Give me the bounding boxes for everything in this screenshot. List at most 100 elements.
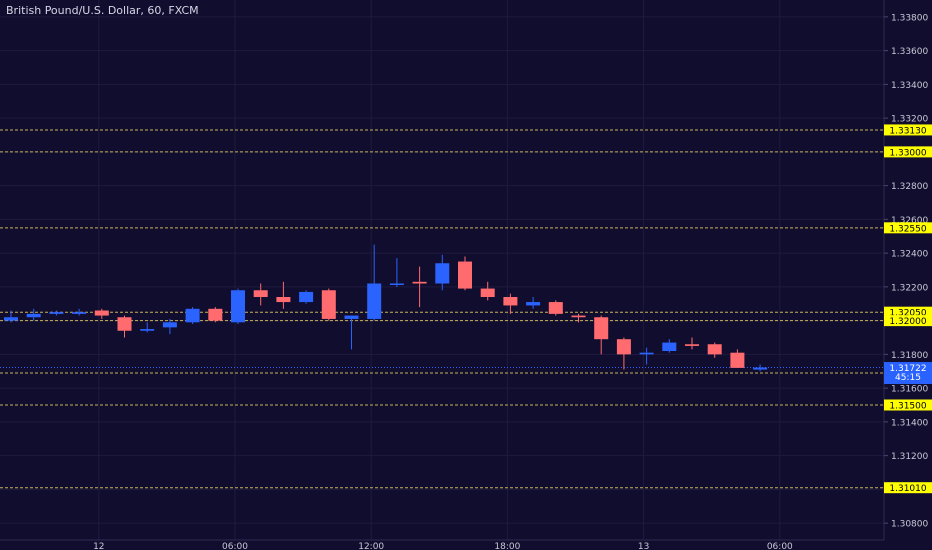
x-tick-label: 18:00 <box>494 542 520 550</box>
candle-body <box>548 302 563 314</box>
x-tick-label: 06:00 <box>767 542 793 550</box>
candle-body <box>231 290 245 323</box>
candle <box>253 283 268 306</box>
candle <box>616 337 631 370</box>
candle <box>276 281 291 309</box>
time-axis[interactable]: 12 06:00 12:00 18:00 13 06:00 <box>93 542 793 550</box>
candle-body <box>616 339 631 355</box>
current-price-label: 1.31722 <box>889 364 926 374</box>
horizontal-levels <box>0 129 884 489</box>
candle-body <box>276 297 291 303</box>
level-label: 1.32050 <box>889 309 926 319</box>
bar-countdown: 45:15 <box>884 373 932 385</box>
x-tick-label: 13 <box>638 542 649 550</box>
candle-body <box>94 310 109 316</box>
y-tick-label: 1.32200 <box>891 283 928 293</box>
candle-body <box>503 297 518 306</box>
candle-body <box>72 312 87 314</box>
candle-body <box>571 315 586 318</box>
level-label-bg <box>884 315 932 327</box>
level-label: 1.31010 <box>889 484 926 494</box>
candle <box>412 266 427 308</box>
candle-body <box>208 308 223 321</box>
level-label-bg <box>884 146 932 158</box>
x-tick-label: 06:00 <box>222 542 248 550</box>
candle-body <box>526 302 541 306</box>
candles <box>4 244 768 372</box>
candle-body <box>49 312 64 314</box>
candle-body <box>639 352 654 355</box>
candle <box>548 300 563 316</box>
candle <box>730 349 745 368</box>
candle <box>571 313 586 323</box>
candle-body <box>412 281 427 284</box>
y-tick-label: 1.33800 <box>891 13 928 23</box>
level-label: 1.31500 <box>889 402 926 412</box>
candle <box>526 297 541 309</box>
candle-body <box>594 317 609 340</box>
candle <box>707 342 722 358</box>
y-tick-label: 1.33200 <box>891 115 928 125</box>
y-tick-label: 1.31600 <box>891 385 928 395</box>
candle <box>344 315 359 350</box>
chart-title: British Pound/U.S. Dollar, 60, FXCM <box>6 4 199 17</box>
candle-body <box>117 317 132 331</box>
price-axis[interactable]: 1.308001.310001.312001.314001.316001.318… <box>884 13 928 530</box>
y-tick-label: 1.30800 <box>891 520 928 530</box>
candle <box>480 281 495 301</box>
x-tick-label: 12 <box>93 542 104 550</box>
candle-body <box>185 308 200 323</box>
level-label: 1.33130 <box>889 126 926 136</box>
y-tick-label: 1.32400 <box>891 250 928 260</box>
level-label-bg <box>884 222 932 234</box>
candle-body <box>707 344 722 355</box>
level-label-bg <box>884 306 932 318</box>
candle <box>4 310 18 323</box>
candle-body <box>4 317 18 321</box>
candle <box>26 308 41 321</box>
candle <box>185 307 200 324</box>
candle <box>162 318 177 335</box>
candle <box>231 288 245 324</box>
level-label-bg <box>884 124 932 136</box>
candle-body <box>140 329 155 331</box>
candle <box>117 315 132 338</box>
candle-body <box>321 290 336 319</box>
candle <box>208 307 223 323</box>
candle <box>140 322 155 333</box>
y-tick-label: 1.31200 <box>891 452 928 462</box>
level-label-bg <box>884 399 932 411</box>
candle <box>72 308 87 316</box>
candle <box>435 254 450 291</box>
level-label: 1.32000 <box>889 317 926 327</box>
candle <box>594 315 609 355</box>
candle <box>753 364 768 372</box>
candle-body <box>344 315 359 319</box>
level-label-bg <box>884 482 932 494</box>
y-tick-label: 1.33400 <box>891 81 928 91</box>
candle <box>94 308 109 319</box>
level-label: 1.32550 <box>889 224 926 234</box>
y-tick-label: 1.31400 <box>891 418 928 428</box>
candle-body <box>685 344 699 346</box>
candle-body <box>367 283 382 319</box>
candle-body <box>662 342 677 351</box>
candle-body <box>753 367 768 370</box>
x-tick-label: 12:00 <box>358 542 384 550</box>
candle-body <box>458 261 472 289</box>
candle <box>685 337 699 350</box>
candle-body <box>389 283 404 285</box>
candle-body <box>480 288 495 297</box>
y-tick-label: 1.32600 <box>891 216 928 226</box>
y-tick-label: 1.31800 <box>891 351 928 361</box>
y-tick-label: 1.33600 <box>891 47 928 57</box>
candle-body <box>299 291 314 303</box>
candle <box>389 258 404 287</box>
candle-body <box>253 290 268 297</box>
candle <box>49 310 64 316</box>
level-label: 1.33000 <box>889 148 926 158</box>
candle <box>639 347 654 365</box>
candle <box>321 288 336 321</box>
